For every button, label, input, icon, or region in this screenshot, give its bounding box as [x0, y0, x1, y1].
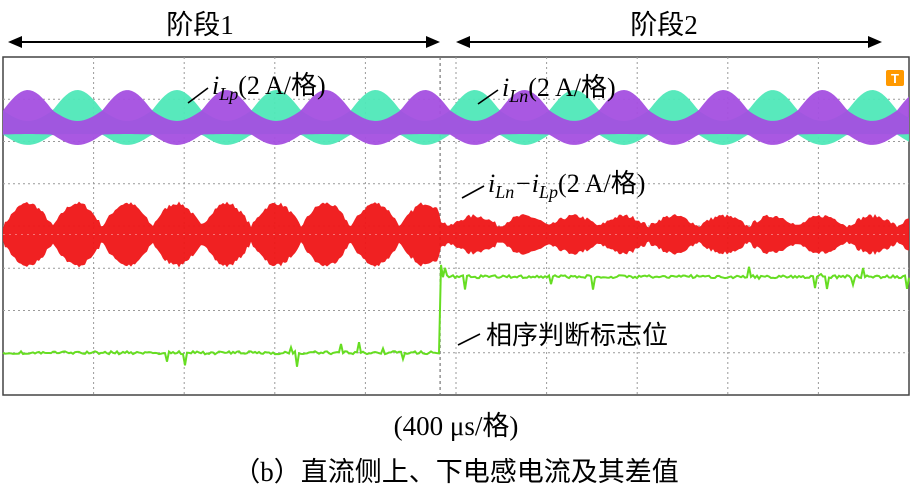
- diff-label-sub: Ln: [494, 182, 514, 202]
- diff-label-minus-i: −i: [514, 169, 539, 198]
- diff-label-scale: (2 A/格): [558, 169, 645, 198]
- x-scale-label: (400 μs/格): [393, 411, 519, 441]
- label-flag: 相序判断标志位: [457, 321, 668, 350]
- diff-label-i: i: [488, 169, 495, 198]
- waveforms: [2, 90, 910, 367]
- label-iLn: iLn(2 A/格): [477, 73, 616, 106]
- series-iLp-trace: [3, 90, 909, 145]
- series-flag-trace: [2, 264, 910, 367]
- figure-caption: （b）直流侧上、下电感电流及其差值: [233, 457, 679, 487]
- iLp-label-scale: (2 A/格): [238, 71, 325, 100]
- label-diff: iLn−iLp(2 A/格): [461, 169, 645, 202]
- svg-text:iLp(2 A/格): iLp(2 A/格): [212, 71, 326, 104]
- iLp-label-sub: Lp: [218, 84, 238, 104]
- iLn-label-i: i: [502, 73, 509, 102]
- trigger-marker-text: T: [891, 71, 899, 86]
- stage2-label: 阶段2: [630, 10, 698, 40]
- svg-text:iLn(2 A/格): iLn(2 A/格): [502, 73, 616, 106]
- trigger-marker: T: [886, 70, 904, 86]
- stage-headers: 阶段1 阶段2: [8, 10, 882, 48]
- svg-text:iLn−iLp(2 A/格): iLn−iLp(2 A/格): [488, 169, 645, 202]
- iLn-label-sub: Ln: [508, 86, 528, 106]
- label-iLp: iLp(2 A/格): [187, 71, 326, 104]
- stage1-arrow: [8, 36, 440, 48]
- series-diff-trace: [3, 201, 909, 268]
- stage1-label: 阶段1: [166, 10, 234, 40]
- flag-label: 相序判断标志位: [486, 321, 668, 350]
- iLp-label-i: i: [212, 71, 219, 100]
- iLn-label-scale: (2 A/格): [528, 73, 615, 102]
- stage2-arrow: [456, 36, 882, 48]
- diff-label-sub2: Lp: [538, 182, 558, 202]
